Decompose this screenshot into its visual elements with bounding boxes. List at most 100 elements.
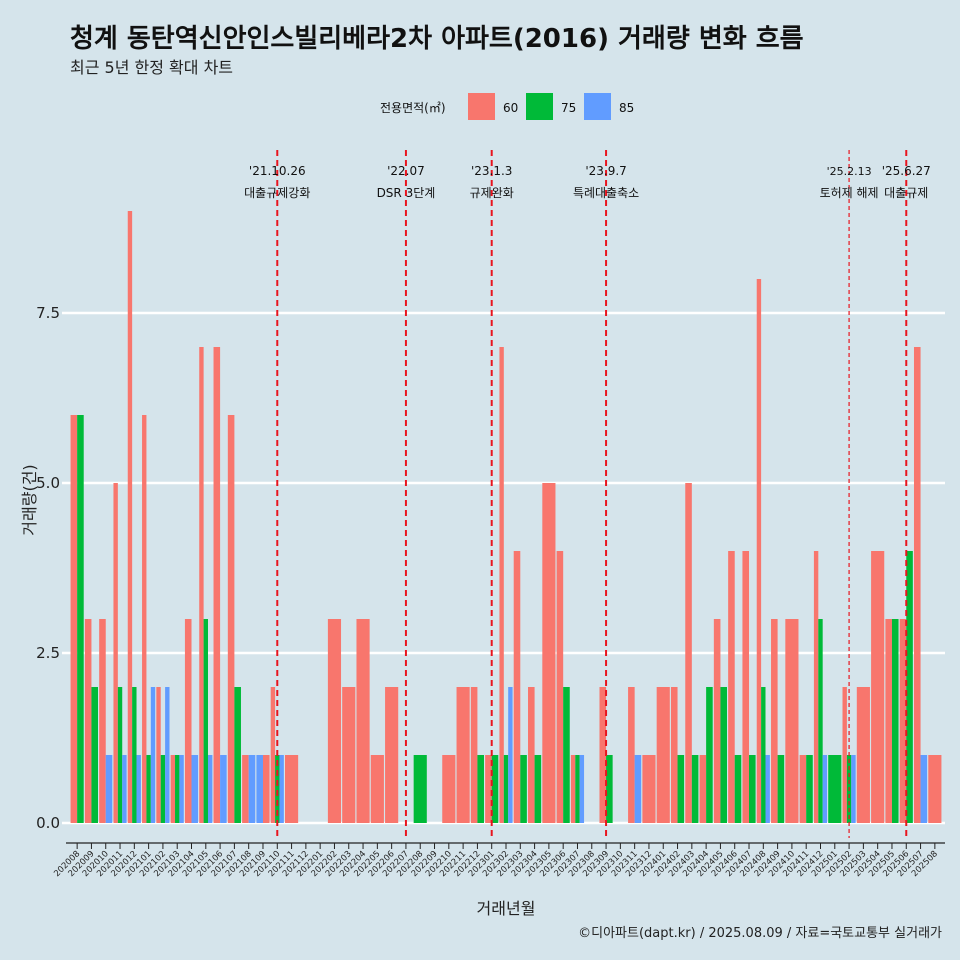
bar-202101-85 <box>150 687 156 823</box>
bar-202009-75 <box>91 687 99 823</box>
bar-202402-60 <box>670 687 678 823</box>
bar-202412-85 <box>822 755 828 823</box>
bar-202406-60 <box>728 551 735 823</box>
bar-202306-60 <box>556 551 564 823</box>
chart-subtitle: 최근 5년 한정 확대 차트 <box>70 58 234 77</box>
event-label: 대출규제강화 <box>244 186 310 200</box>
bar-202101-60 <box>142 415 147 823</box>
bar-202506-60 <box>899 619 907 823</box>
bar-202012-85 <box>136 755 141 823</box>
y-tick-label: 2.5 <box>36 644 60 662</box>
bar-202408-85 <box>765 755 770 823</box>
bar-202012-75 <box>132 687 137 823</box>
y-tick-label: 0.0 <box>36 814 60 832</box>
bar-202309-75 <box>606 755 613 823</box>
bar-202302-85 <box>508 687 513 823</box>
bar-202406-75 <box>734 755 742 823</box>
event-date-label: '22.07 <box>387 164 425 178</box>
bar-202103-60 <box>170 755 176 823</box>
event-label: 토허제 해제 <box>820 186 879 200</box>
event-label: DSR 3단계 <box>377 186 436 200</box>
legend-label-75: 75 <box>561 101 576 115</box>
x-axis: 2020082020092020102020112020122021012021… <box>52 842 945 918</box>
bar-202407-60 <box>742 551 750 823</box>
bar-202208-75 <box>413 755 427 823</box>
bar-202010-60 <box>99 619 106 823</box>
bar-202408-60 <box>756 279 762 823</box>
bar-202401-60 <box>656 687 670 823</box>
bar-202210-60 <box>442 755 456 823</box>
y-axis-title: 거래량(건) <box>20 464 39 535</box>
legend-label-85: 85 <box>619 101 634 115</box>
bar-202008-60 <box>70 415 78 823</box>
event-date-label: '23.1.3 <box>471 164 512 178</box>
bar-202304-75 <box>534 755 542 823</box>
legend: 전용면적(㎡) 60 75 85 <box>380 93 634 120</box>
y-tick-label: 5.0 <box>36 474 60 492</box>
bar-202410-60 <box>785 619 799 823</box>
bar-202504-60 <box>871 551 885 823</box>
y-axis: 0.0 2.5 5.0 7.5 거래량(건) <box>20 304 60 832</box>
bar-202106-85 <box>220 755 227 823</box>
legend-label-60: 60 <box>503 101 518 115</box>
bars <box>70 211 942 823</box>
bar-202306-75 <box>563 687 570 823</box>
bar-202012-60 <box>127 211 133 823</box>
event-label: 대출규제 <box>884 186 928 200</box>
bar-202101-75 <box>146 755 151 823</box>
bar-202105-75 <box>203 619 208 823</box>
bar-202301-75 <box>491 755 499 823</box>
bar-202307-85 <box>579 755 585 823</box>
bar-202506-75 <box>906 551 913 823</box>
x-axis-title: 거래년월 <box>477 899 536 918</box>
bar-202102-60 <box>156 687 161 823</box>
bar-202304-60 <box>528 687 535 823</box>
bar-202104-85 <box>191 755 199 823</box>
bar-202011-60 <box>113 483 118 823</box>
legend-title: 전용면적(㎡) <box>380 101 446 115</box>
chart-title: 청계 동탄역신안인스빌리베라2차 아파트(2016) 거래량 변화 흐름 <box>70 24 804 54</box>
bar-202102-75 <box>160 755 166 823</box>
bar-202501-75 <box>828 755 842 823</box>
bar-202405-75 <box>720 687 728 823</box>
bar-202412-75 <box>818 619 823 823</box>
bar-202108-85 <box>248 755 256 823</box>
bar-202402-75 <box>677 755 685 823</box>
bar-202508-60 <box>928 755 942 823</box>
bar-202107-60 <box>227 415 235 823</box>
bar-202404-75 <box>706 687 713 823</box>
bar-202204-60 <box>356 619 370 823</box>
bar-202507-85 <box>920 755 928 823</box>
bar-202302-60 <box>499 347 504 823</box>
bar-202503-60 <box>856 687 870 823</box>
bar-202212-60 <box>470 687 478 823</box>
bar-202103-85 <box>179 755 184 823</box>
bar-202104-60 <box>184 619 192 823</box>
legend-swatch-60 <box>468 93 495 120</box>
bar-202409-75 <box>777 755 785 823</box>
bar-202305-60 <box>542 483 556 823</box>
bar-202110-75 <box>275 755 280 823</box>
event-date-label: '23.9.7 <box>585 164 626 178</box>
bar-202109-85 <box>256 755 263 823</box>
event-date-label: '21.10.26 <box>249 164 306 178</box>
bar-202502-60 <box>842 687 847 823</box>
bar-202407-75 <box>749 755 756 823</box>
bar-202011-85 <box>122 755 127 823</box>
bar-202411-75 <box>806 755 813 823</box>
bar-202403-60 <box>685 483 692 823</box>
bar-202010-85 <box>105 755 113 823</box>
source-caption: ©디아파트(dapt.kr) / 2025.08.09 / 자료=국토교통부 실… <box>578 926 942 941</box>
bar-202412-60 <box>813 551 819 823</box>
bar-202404-60 <box>699 755 707 823</box>
bar-202303-75 <box>520 755 527 823</box>
bar-202405-60 <box>713 619 721 823</box>
bar-202301-60 <box>485 755 492 823</box>
bar-202212-75 <box>477 755 484 823</box>
bar-202108-60 <box>242 755 249 823</box>
bar-202205-60 <box>370 755 384 823</box>
bar-202202-60 <box>327 619 342 823</box>
bar-202009-60 <box>84 619 92 823</box>
bar-202110-85 <box>279 755 284 823</box>
